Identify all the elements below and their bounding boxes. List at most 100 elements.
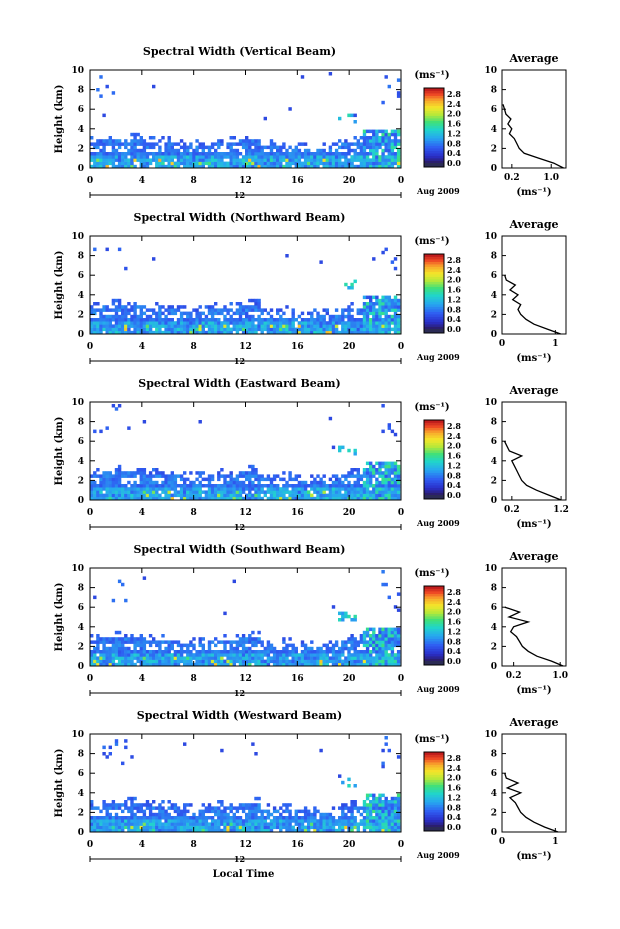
- average-x-tick: 0: [499, 837, 505, 847]
- average-y-tick: 0: [491, 164, 497, 174]
- x-tick-label: 12: [239, 342, 252, 352]
- colorbar-tick: 1.6: [447, 119, 461, 129]
- colorbar-tick: 2.4: [447, 763, 461, 773]
- average-y-tick: 0: [491, 828, 497, 838]
- average-x-tick: 0.2: [506, 671, 522, 681]
- date-label: Aug 2009: [416, 518, 460, 528]
- average-y-tick: 4: [491, 623, 497, 633]
- x-tick-label: 20: [343, 342, 356, 352]
- colorbar-tick: 1.6: [447, 285, 461, 295]
- heatmap-cells: [90, 247, 401, 335]
- colorbar-unit: (ms⁻¹): [414, 70, 449, 81]
- colorbar: [423, 585, 445, 666]
- average-y-tick: 2: [491, 642, 497, 652]
- colorbar-tick: 2.8: [447, 89, 461, 99]
- date-label: Aug 2009: [416, 352, 460, 362]
- average-y-tick: 6: [491, 603, 497, 613]
- x-tick-label: 8: [191, 176, 197, 186]
- date-axis-midlabel: 12: [234, 356, 245, 366]
- colorbar: [423, 253, 445, 334]
- y-tick-label: 10: [71, 398, 84, 408]
- average-y-tick: 8: [491, 418, 497, 428]
- y-tick-label: 6: [78, 105, 84, 115]
- x-tick-label: 4: [139, 342, 145, 352]
- x-tick-label: 20: [343, 674, 356, 684]
- heatmap-cells: [90, 736, 401, 833]
- y-tick-label: 2: [78, 144, 84, 154]
- x-tick-label: 0: [87, 840, 93, 850]
- y-tick-label: 8: [78, 252, 84, 262]
- average-frame: [501, 567, 567, 667]
- average-y-tick: 2: [491, 808, 497, 818]
- average-x-label: (ms⁻¹): [516, 519, 551, 530]
- x-tick-label: 16: [291, 176, 304, 186]
- beam-panel-3: Spectral Width (Southward Beam) 0 2 4 6 8 10 0 4…: [54, 543, 568, 698]
- beam-panel-0: Spectral Width (Vertical Beam) 0 2 4 6 8 10 0 4 8…: [54, 45, 567, 200]
- x-tick-label: 16: [291, 508, 304, 518]
- heatmap-cells: [90, 570, 401, 667]
- y-tick-label: 10: [71, 232, 84, 242]
- average-y-tick: 6: [491, 769, 497, 779]
- colorbar-tick: 0.4: [447, 314, 461, 324]
- colorbar-tick: 0.0: [447, 656, 461, 666]
- average-y-tick: 4: [491, 291, 497, 301]
- average-y-tick: 2: [491, 144, 497, 154]
- panel-title: Spectral Width (Vertical Beam): [143, 45, 336, 58]
- y-axis-label: Height (km): [54, 583, 65, 652]
- y-tick-label: 6: [78, 603, 84, 613]
- date-axis-midlabel: 12: [234, 688, 245, 698]
- colorbar-tick: 2.4: [447, 597, 461, 607]
- average-x-tick: 1.0: [552, 671, 568, 681]
- y-tick-label: 4: [78, 125, 84, 135]
- colorbar-tick: 0.0: [447, 158, 461, 168]
- heatmap-cells: [90, 404, 401, 501]
- y-tick-label: 0: [78, 496, 84, 506]
- colorbar-tick: 2.0: [447, 441, 461, 451]
- colorbar-tick: 0.8: [447, 138, 461, 148]
- colorbar-tick: 2.0: [447, 773, 461, 783]
- x-tick-label: 8: [191, 508, 197, 518]
- colorbar-tick: 2.4: [447, 99, 461, 109]
- y-tick-label: 0: [78, 164, 84, 174]
- y-tick-label: 6: [78, 271, 84, 281]
- panel-title: Spectral Width (Eastward Beam): [138, 377, 340, 390]
- average-profile-line: [504, 606, 564, 667]
- colorbar: [423, 419, 445, 500]
- y-tick-label: 10: [71, 564, 84, 574]
- average-profile-line: [504, 274, 561, 335]
- average-profile-line: [504, 772, 559, 833]
- colorbar-unit: (ms⁻¹): [414, 734, 449, 745]
- y-tick-label: 8: [78, 86, 84, 96]
- average-y-tick: 8: [491, 252, 497, 262]
- colorbar-tick: 1.2: [447, 128, 461, 138]
- average-title: Average: [508, 52, 558, 65]
- average-y-tick: 0: [491, 662, 497, 672]
- y-tick-label: 8: [78, 418, 84, 428]
- average-frame: [501, 733, 567, 833]
- colorbar-tick: 0.0: [447, 324, 461, 334]
- average-y-tick: 10: [484, 730, 497, 740]
- colorbar-tick: 2.0: [447, 109, 461, 119]
- average-x-tick: 0.2: [504, 173, 520, 183]
- average-frame: [501, 69, 567, 169]
- panel-title: Spectral Width (Southward Beam): [133, 543, 345, 556]
- average-y-tick: 4: [491, 125, 497, 135]
- average-x-tick: 0.2: [504, 505, 520, 515]
- x-tick-label: 8: [191, 674, 197, 684]
- average-y-tick: 4: [491, 457, 497, 467]
- y-tick-label: 0: [78, 330, 84, 340]
- x-tick-label: 0: [87, 176, 93, 186]
- average-x-label: (ms⁻¹): [516, 851, 551, 862]
- x-tick-label: 0: [398, 840, 404, 850]
- y-tick-label: 2: [78, 808, 84, 818]
- y-tick-label: 4: [78, 291, 84, 301]
- average-title: Average: [508, 550, 558, 563]
- average-y-tick: 2: [491, 476, 497, 486]
- average-title: Average: [508, 716, 558, 729]
- colorbar-tick: 0.8: [447, 470, 461, 480]
- x-tick-label: 16: [291, 674, 304, 684]
- x-tick-label: 12: [239, 840, 252, 850]
- average-x-tick: 1: [552, 339, 558, 349]
- x-tick-label: 0: [398, 342, 404, 352]
- y-tick-label: 8: [78, 750, 84, 760]
